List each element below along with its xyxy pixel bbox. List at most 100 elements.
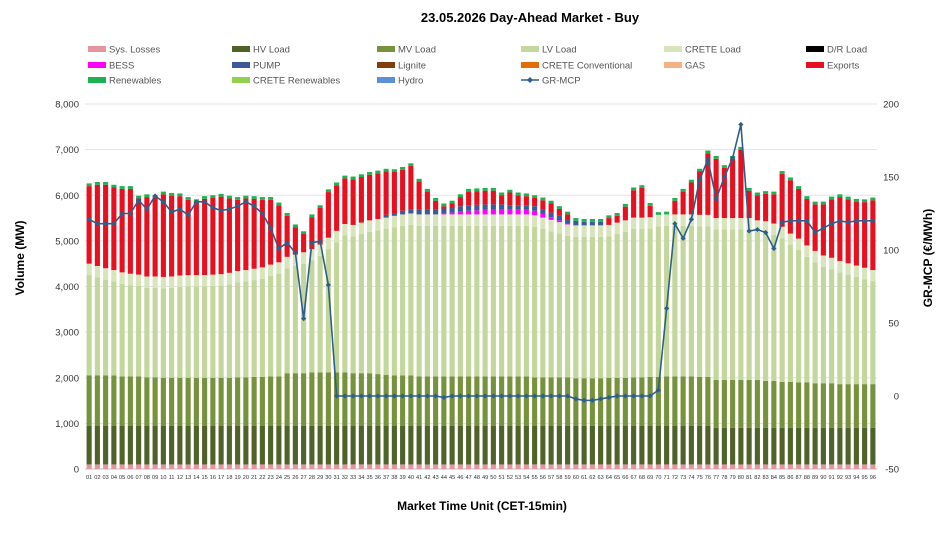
bar-segment — [466, 205, 472, 211]
x-tick-label: 13 — [185, 475, 191, 481]
bar-segment — [515, 214, 521, 226]
bar-segment — [202, 275, 208, 287]
mcp-point — [614, 393, 620, 399]
bar-segment — [424, 214, 430, 226]
y-tick-label: 1,000 — [55, 419, 79, 430]
bar-segment — [433, 214, 439, 226]
x-tick-label: 85 — [779, 475, 785, 481]
bar-segment — [680, 214, 686, 226]
bar-segment — [499, 204, 505, 210]
bar-segment — [754, 427, 760, 465]
bar-segment — [837, 260, 843, 273]
bar-segment — [697, 168, 703, 172]
bar-segment — [862, 199, 868, 203]
bar-segment — [136, 376, 142, 426]
bar-segment — [334, 425, 340, 465]
bar-segment — [845, 263, 851, 275]
mcp-point — [358, 393, 364, 399]
bar-segment — [581, 225, 587, 237]
bar-segment — [243, 195, 249, 199]
bar-segment — [284, 215, 290, 257]
bar-segment — [358, 174, 364, 177]
bar-segment — [218, 464, 224, 469]
bar-segment — [532, 195, 538, 198]
bar-segment — [845, 384, 851, 428]
bar-segment — [103, 375, 109, 426]
x-tick-label: 38 — [391, 475, 397, 481]
bar-segment — [226, 284, 232, 378]
bar-segment — [787, 427, 793, 465]
bar-segment — [837, 384, 843, 428]
bar-segment — [688, 425, 694, 465]
legend-label: HV Load — [253, 45, 290, 56]
bar-segment — [202, 377, 208, 426]
bar-segment — [589, 236, 595, 379]
bar-segment — [697, 171, 703, 215]
x-tick-label: 92 — [837, 475, 843, 481]
bar-segment — [507, 464, 513, 469]
bar-segment — [367, 220, 373, 232]
legend-swatch — [88, 77, 106, 83]
bar-segment — [829, 427, 835, 465]
bar-segment — [688, 179, 694, 183]
bar-segment — [259, 376, 265, 426]
bar-segment — [400, 210, 406, 215]
bar-segment — [688, 225, 694, 377]
bar-segment — [433, 376, 439, 426]
bar-segment — [647, 203, 653, 206]
mcp-line — [86, 121, 876, 403]
bar-segment — [746, 187, 752, 191]
x-tick-label: 68 — [639, 475, 645, 481]
bar-segment — [754, 220, 760, 232]
bar-segment — [424, 209, 430, 215]
x-tick-label: 22 — [259, 475, 265, 481]
bar-segment — [193, 286, 199, 378]
legend-item: Hydro — [377, 76, 423, 87]
bar-segment — [226, 464, 232, 469]
bar-segment — [457, 214, 463, 226]
bar-segment — [705, 226, 711, 377]
y2-tick-label: 100 — [883, 246, 899, 257]
bar-segment — [136, 195, 142, 199]
bar-segment — [548, 219, 554, 232]
legend-item: BESS — [88, 61, 134, 72]
bar-segment — [259, 267, 265, 279]
x-tick-label: 07 — [136, 475, 142, 481]
bar-segment — [342, 372, 348, 426]
bar-segment — [540, 213, 546, 218]
bar-segment — [631, 187, 637, 191]
bar-segment — [837, 427, 843, 465]
bar-segment — [787, 180, 793, 234]
y-tick-label: 2,000 — [55, 373, 79, 384]
bar-segment — [556, 377, 562, 426]
bar-segment — [680, 425, 686, 465]
bar-segment — [870, 384, 876, 428]
bar-segment — [515, 225, 521, 377]
x-tick-label: 90 — [820, 475, 826, 481]
x-tick-label: 29 — [317, 475, 323, 481]
bar-segment — [193, 464, 199, 469]
mcp-point — [268, 225, 274, 231]
bar-segment — [474, 188, 480, 192]
bar-segment — [218, 377, 224, 426]
bar-segment — [325, 237, 331, 250]
bar-segment — [127, 464, 133, 469]
legend-item: Lignite — [377, 61, 426, 72]
x-tick-label: 40 — [408, 475, 414, 481]
legend-item: D/R Load — [806, 45, 867, 56]
bar-segment — [713, 380, 719, 428]
bar-segment — [169, 377, 175, 426]
bar-segment — [771, 427, 777, 465]
bar-segment — [276, 425, 282, 465]
bar-segment — [383, 217, 389, 230]
bar-segment — [86, 425, 92, 465]
bar-segment — [408, 375, 414, 426]
bar-segment — [152, 425, 158, 465]
bar-segment — [177, 196, 183, 276]
bar-segment — [111, 270, 117, 282]
bar-segment — [391, 425, 397, 465]
bar-segment — [235, 377, 241, 426]
bar-segment — [416, 376, 422, 426]
bar-segment — [136, 286, 142, 377]
bar-segment — [862, 202, 868, 268]
